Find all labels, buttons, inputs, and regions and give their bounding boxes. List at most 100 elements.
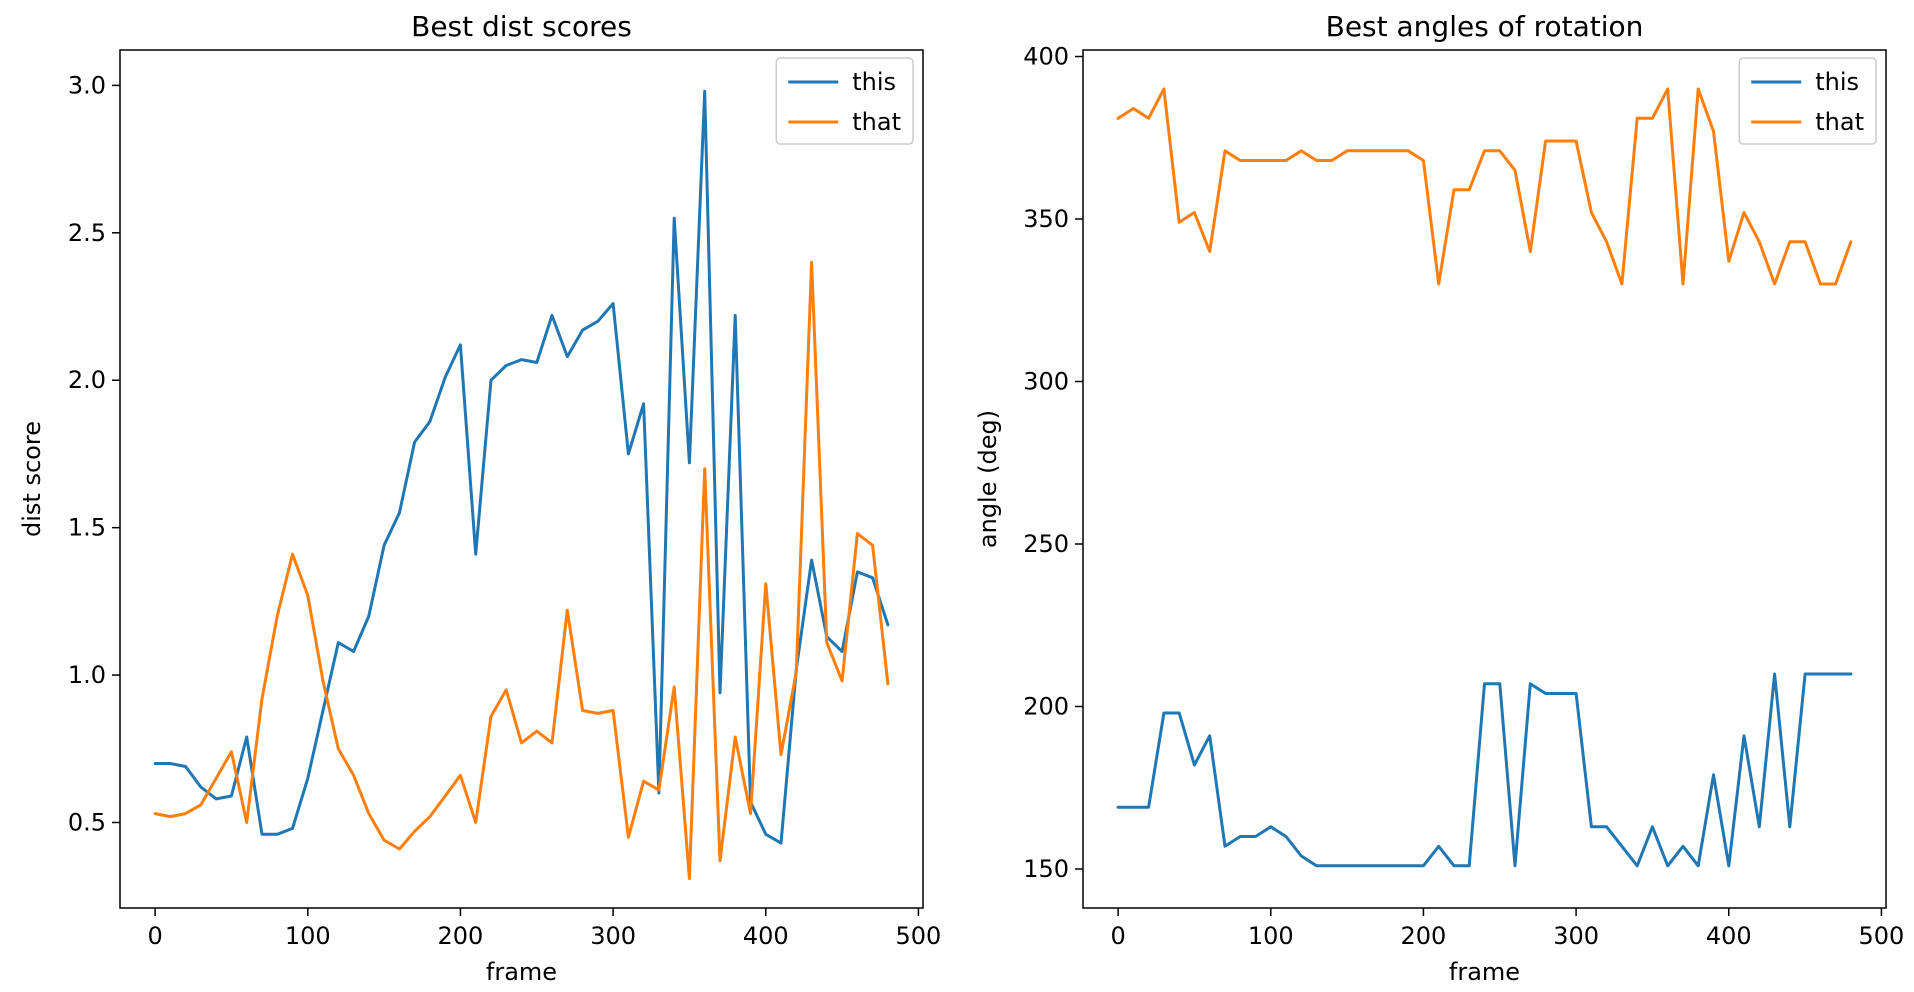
data-point-that: [810, 261, 813, 264]
data-point-this: [764, 833, 767, 836]
data-point-that: [520, 741, 523, 744]
data-point-this: [398, 511, 401, 514]
data-point-that: [1681, 282, 1684, 285]
data-point-this: [1239, 835, 1242, 838]
data-point-this: [627, 452, 630, 455]
data-point-that: [1223, 149, 1226, 152]
data-point-that: [642, 780, 645, 783]
data-point-that: [184, 812, 187, 815]
data-point-that: [398, 847, 401, 850]
data-point-this: [1452, 864, 1455, 867]
data-point-this: [291, 827, 294, 830]
data-point-this: [734, 314, 737, 317]
data-point-this: [505, 364, 508, 367]
data-point-that: [1178, 221, 1181, 224]
x-tick-label: 500: [896, 922, 942, 950]
data-point-that: [779, 753, 782, 756]
data-point-that: [474, 821, 477, 824]
data-point-that: [871, 544, 874, 547]
data-point-this: [1651, 825, 1654, 828]
data-point-this: [718, 691, 721, 694]
data-point-that: [367, 812, 370, 815]
data-point-this: [581, 329, 584, 332]
data-point-that: [1452, 188, 1455, 191]
data-point-this: [1147, 806, 1150, 809]
data-point-this: [337, 641, 340, 644]
data-point-that: [1834, 282, 1837, 285]
data-point-that: [1330, 159, 1333, 162]
data-point-that: [1300, 149, 1303, 152]
x-tick-label: 500: [1859, 922, 1905, 950]
data-point-this: [1117, 806, 1120, 809]
x-tick-label: 0: [147, 922, 162, 950]
data-point-that: [550, 741, 553, 744]
data-point-this: [154, 762, 157, 765]
data-point-this: [1269, 825, 1272, 828]
data-point-this: [352, 650, 355, 653]
data-point-that: [169, 815, 172, 818]
data-point-this: [413, 441, 416, 444]
y-tick-label: 1.0: [68, 661, 106, 689]
data-point-this: [703, 90, 706, 93]
data-point-that: [703, 467, 706, 470]
data-point-that: [1208, 250, 1211, 253]
data-point-this: [642, 402, 645, 405]
data-point-this: [245, 735, 248, 738]
data-point-that: [1422, 159, 1425, 162]
data-point-that: [1147, 117, 1150, 120]
data-point-this: [367, 615, 370, 618]
x-tick-label: 400: [1706, 922, 1752, 950]
data-point-that: [1407, 149, 1410, 152]
data-point-that: [1193, 211, 1196, 214]
data-point-that: [1117, 117, 1120, 120]
data-point-that: [841, 679, 844, 682]
legend: this that: [1738, 57, 1877, 145]
data-point-this: [1483, 682, 1486, 685]
data-point-this: [184, 765, 187, 768]
data-point-this: [1590, 825, 1593, 828]
data-point-this: [535, 361, 538, 364]
data-point-that: [1651, 117, 1654, 120]
data-point-this: [199, 786, 202, 789]
series-line-that: [1116, 87, 1853, 286]
data-point-that: [749, 812, 752, 815]
data-point-this: [1819, 672, 1822, 675]
data-point-that: [428, 815, 431, 818]
data-point-that: [1513, 169, 1516, 172]
data-point-that: [1361, 149, 1364, 152]
legend-label-this: this: [1815, 68, 1859, 96]
data-point-that: [1254, 159, 1257, 162]
data-point-this: [871, 576, 874, 579]
data-point-this: [657, 791, 660, 794]
data-point-this: [1849, 672, 1852, 675]
x-tick-label: 400: [743, 922, 789, 950]
data-point-this: [489, 379, 492, 382]
data-point-this: [1132, 806, 1135, 809]
data-point-this: [1300, 854, 1303, 857]
data-point-that: [1590, 211, 1593, 214]
data-point-this: [1712, 773, 1715, 776]
data-point-that: [1346, 149, 1349, 152]
data-point-that: [566, 609, 569, 612]
data-point-that: [1727, 260, 1730, 263]
data-point-this: [1498, 682, 1501, 685]
y-axis-label: dist score: [18, 421, 46, 537]
data-point-this: [1620, 845, 1623, 848]
data-point-this: [612, 302, 615, 305]
data-point-this: [1727, 864, 1730, 867]
data-point-that: [581, 709, 584, 712]
x-tick-label: 100: [1248, 922, 1294, 950]
data-point-this: [1681, 845, 1684, 848]
data-point-that: [1620, 282, 1623, 285]
data-point-this: [169, 762, 172, 765]
data-point-this: [1315, 864, 1318, 867]
data-point-this: [1422, 864, 1425, 867]
data-point-that: [1315, 159, 1318, 162]
data-point-this: [1636, 864, 1639, 867]
data-point-that: [673, 685, 676, 688]
data-point-this: [1773, 672, 1776, 675]
data-point-that: [154, 812, 157, 815]
data-point-that: [459, 774, 462, 777]
data-point-this: [1178, 711, 1181, 714]
